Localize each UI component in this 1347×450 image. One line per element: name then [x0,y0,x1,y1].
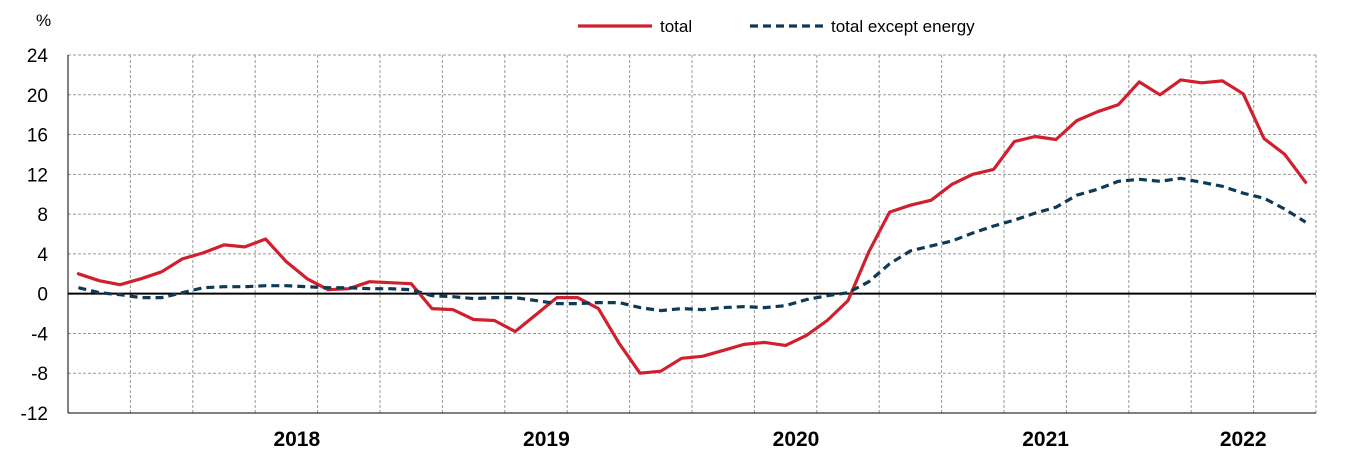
legend: total total except energy [578,17,975,36]
x-year-label: 2018 [273,428,320,450]
y-tick-label: 16 [27,126,48,147]
x-year-label: 2019 [523,428,570,450]
x-year-label: 2021 [1022,428,1069,450]
y-tick-label: 8 [37,205,48,226]
y-tick-label: -8 [31,364,48,385]
y-tick-label: 20 [27,86,48,107]
y-unit-label: % [36,11,51,30]
y-tick-label: -4 [31,324,48,345]
legend-label-total-except-energy: total except energy [831,17,975,36]
y-tick-label: 24 [27,46,49,67]
y-tick-label: 0 [37,285,48,306]
legend-label-total: total [660,17,692,36]
y-tick-label: 4 [37,245,48,266]
x-year-label: 2022 [1220,428,1267,450]
x-year-label: 2020 [773,428,820,450]
y-tick-label: -12 [21,404,48,425]
axes: 24 20 16 12 8 4 0 -4 -8 -12% 2018 2019 2020 2021 2022 [21,11,1316,450]
grid [68,55,1316,413]
y-tick-label: 12 [27,165,48,186]
